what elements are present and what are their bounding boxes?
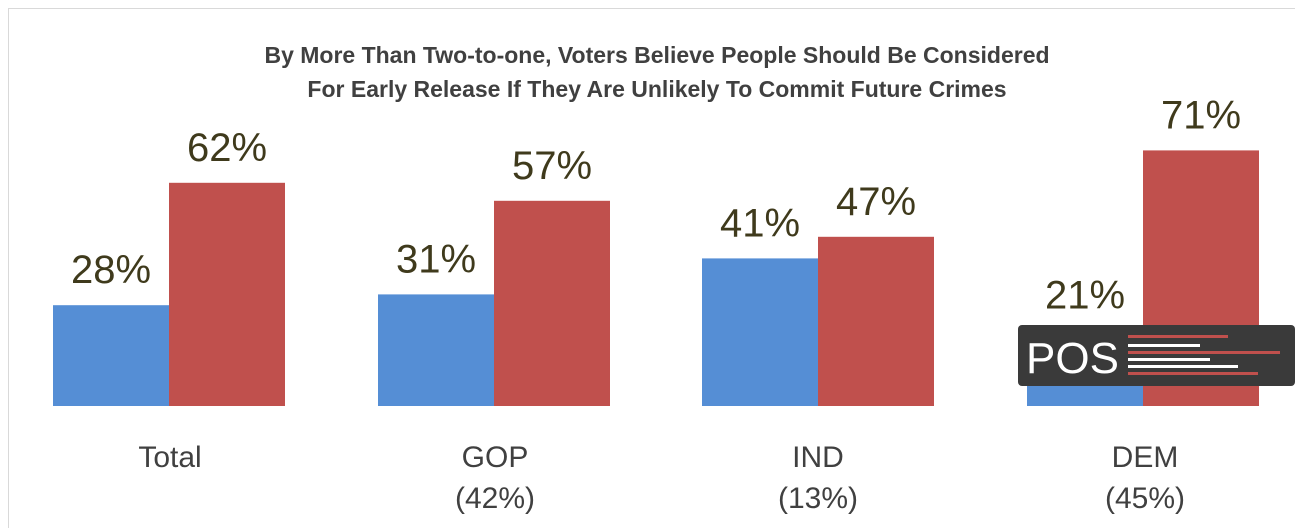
chart-title-line-1: By More Than Two-to-one, Voters Believe … bbox=[264, 42, 1049, 68]
data-label-dem-series-1: 21% bbox=[1045, 273, 1125, 317]
category-sublabel-gop: (42%) bbox=[455, 482, 535, 515]
category-label-gop: GOP bbox=[462, 441, 529, 474]
data-label-dem-series-2: 71% bbox=[1161, 93, 1241, 137]
category-sublabel-dem: (45%) bbox=[1105, 482, 1185, 515]
bar-gop-series-2 bbox=[494, 200, 610, 406]
category-sublabel-ind: (13%) bbox=[778, 482, 858, 515]
data-label-gop-series-1: 31% bbox=[396, 237, 476, 281]
category-label-ind: IND bbox=[792, 441, 844, 474]
data-label-total-series-1: 28% bbox=[71, 248, 151, 292]
data-label-ind-series-2: 47% bbox=[836, 180, 916, 224]
category-label-dem: DEM bbox=[1112, 441, 1179, 474]
data-label-gop-series-2: 57% bbox=[512, 144, 592, 188]
logo-text: POS bbox=[1026, 334, 1119, 383]
bar-gop-series-1 bbox=[378, 294, 494, 406]
category-label-total: Total bbox=[138, 441, 201, 474]
labels-layer: 28% 62% Total 31% 57% GOP (42%) 41% 47% IND (13%) 2… bbox=[71, 93, 1241, 515]
data-label-ind-series-1: 41% bbox=[720, 201, 800, 245]
logo-background bbox=[1018, 325, 1295, 386]
bar-ind-series-1 bbox=[702, 258, 818, 406]
bar-ind-series-2 bbox=[818, 236, 934, 406]
pos-logo: POS bbox=[1018, 325, 1295, 386]
chart-title-line-2: For Early Release If They Are Unlikely T… bbox=[307, 76, 1006, 102]
bar-total-series-1 bbox=[53, 305, 169, 406]
logo-lines-icon bbox=[1128, 335, 1280, 375]
chart-frame bbox=[8, 8, 1295, 528]
bar-total-series-2 bbox=[169, 182, 285, 406]
data-label-total-series-2: 62% bbox=[187, 126, 267, 170]
